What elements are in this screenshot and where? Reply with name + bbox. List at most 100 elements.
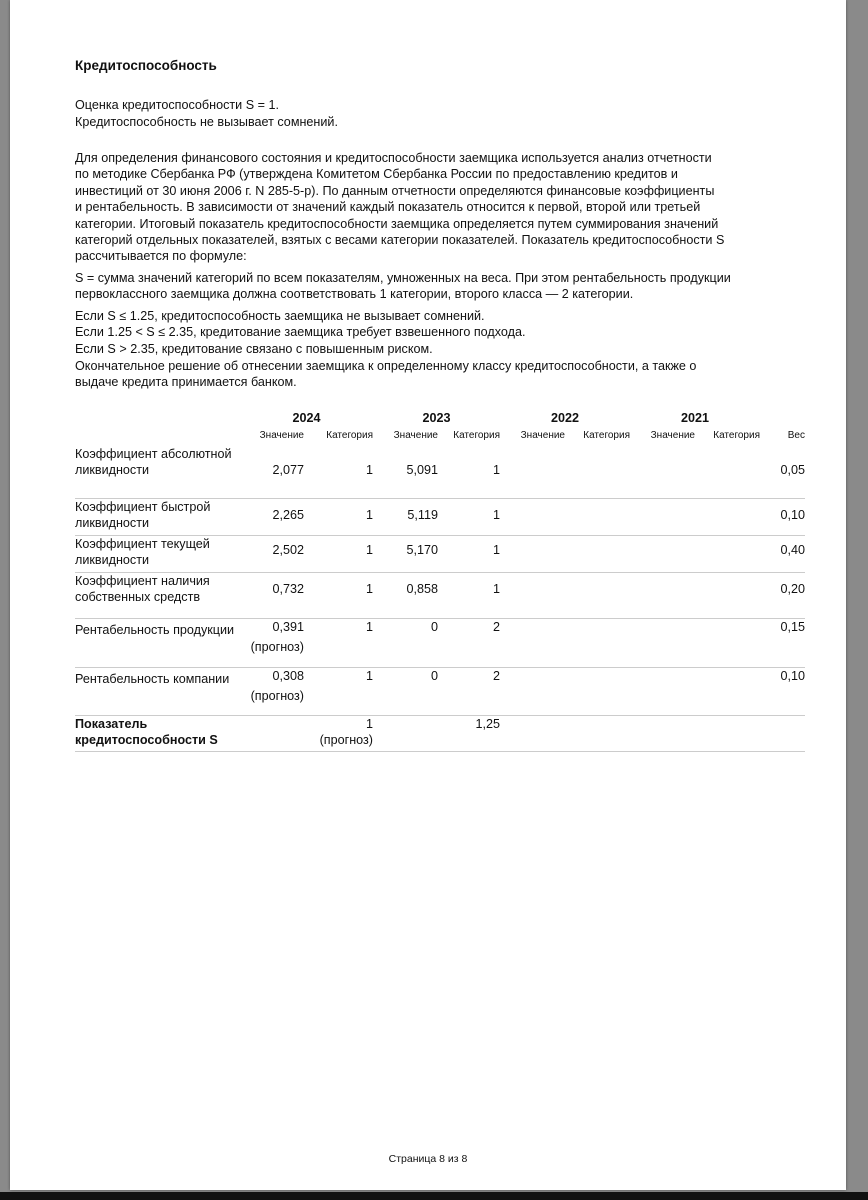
year-header: 2023 [422,411,451,425]
method-line: рассчитывается по формуле: [75,249,247,264]
cell-value: 1 [304,667,373,716]
row-label: Коэффициент абсолютной ликвидности [75,446,240,499]
column-header: Категория [713,430,760,441]
value: 0,858 [406,581,438,596]
summary-line: Оценка кредитоспособности S = 1. [75,98,279,112]
value: 0 [430,619,438,634]
value: 1 [365,668,373,683]
column-header: Значение [393,430,438,441]
cell-value: 0,40 [760,535,805,573]
cell-value: 1 [304,618,373,668]
cell-value: 1 [438,572,500,619]
value: 5,170 [406,542,438,557]
value: 0,10 [780,668,805,683]
cell-value [500,667,565,716]
cell-value: 1 [304,535,373,573]
cell-value [500,618,565,668]
cell-value: 0,391 (прогноз) [240,618,304,668]
total-label: Показатель кредитоспособности S [75,715,240,753]
cell-value [695,498,760,536]
cell-value: 0,10 [760,667,805,716]
cell-value: 2 [438,667,500,716]
formula-line: первоклассного заемщика должна соответст… [75,287,634,302]
value: 1 [365,542,373,557]
cell-value [630,618,695,668]
value: 1 [365,508,373,522]
table-row: Рентабельность компании 0,308 (прогноз) 1 0 2… [75,667,805,716]
cell-value: 1 [438,446,500,499]
value: 0,308 [272,668,304,683]
column-header: Значение [650,430,695,441]
total-value-2023: 1,25 [438,715,500,753]
cell-value [695,667,760,716]
cell-value [500,446,565,499]
cell-value [695,572,760,619]
method-line: инвестиций от 30 июня 2006 г. N 285-5-р)… [75,183,715,198]
rule-line: Если S ≤ 1.25, кредитоспособность заемщи… [75,309,485,323]
cell-value: 1 [438,498,500,536]
cell-value: 0,05 [760,446,805,499]
cell-value: 1 [438,535,500,573]
method-line: категорий отдельных показателей, взятых … [75,233,725,247]
decision-line: Окончательное решение об отнесении заемщ… [75,359,697,373]
value: 0 [430,668,438,683]
value: 1 [492,581,500,596]
value: 2,502 [272,542,304,557]
cell-value [695,618,760,668]
cell-value: 0,10 [760,498,805,536]
cell-value: 5,170 [373,535,438,573]
cell-value [500,535,565,573]
column-header: Категория [453,430,500,441]
method-line: и рентабельность. В зависимости от значе… [75,200,701,215]
cell-value: 0,15 [760,618,805,668]
cell-value [565,667,630,716]
cell-value: 0,732 [240,572,304,619]
cell-value: 1 [304,446,373,499]
cell-value: 2,077 [240,446,304,499]
value: 1 [492,463,500,477]
rule-line: Если 1.25 < S ≤ 2.35, кредитование заемщ… [75,325,526,340]
row-label: Рентабельность компании [75,667,240,716]
cell-value: 0,20 [760,572,805,619]
value: 0,40 [780,542,805,557]
cell-value [630,498,695,536]
cell-value: 2,502 [240,535,304,573]
value: 1 [365,581,373,596]
value: 0,15 [780,619,805,634]
section-title: Кредитоспособность [75,58,217,73]
column-header: Значение [520,430,565,441]
cell-value: 5,091 [373,446,438,499]
column-header: Значение [259,430,304,441]
document-page: Кредитоспособность Оценка кредитоспособн… [10,0,846,1190]
cell-value [565,618,630,668]
cell-value: 2,265 [240,498,304,536]
table-row: Коэффициент абсолютной ликвидности 2,077 1… [75,446,805,499]
forecast-note: (прогноз) [250,689,304,704]
cell-value [565,498,630,536]
row-label: Коэффициент наличия собственных средств [75,572,240,619]
value: 5,119 [407,508,438,522]
value: 0,05 [780,463,805,477]
year-header: 2024 [292,411,321,425]
cell-value [695,446,760,499]
method-line: по методике Сбербанка РФ (утверждена Ком… [75,167,678,182]
table-row: Коэффициент наличия собственных средств 0… [75,572,805,619]
year-header: 2022 [550,411,580,425]
table-row: Рентабельность продукции 0,391 (прогноз) 1 0… [75,618,805,668]
cell-value: 0 [373,667,438,716]
value: 2,265 [272,508,304,522]
table-row: Коэффициент текущей ликвидности 2,502 1 5,1… [75,535,805,573]
cell-value [630,446,695,499]
total-value-2024: 1 [365,716,373,731]
cell-value [630,667,695,716]
value: 1 [492,508,500,522]
summary-line: Кредитоспособность не вызывает сомнений. [75,115,338,129]
value: 1 [365,619,373,634]
row-label: Рентабельность продукции [75,618,240,668]
rule-line: Если S > 2.35, кредитование связано с по… [75,341,433,356]
row-label: Коэффициент быстрой ликвидности [75,498,240,536]
value: 0,20 [780,581,805,596]
cell-value: 2 [438,618,500,668]
decision-line: выдаче кредита принимается банком. [75,375,297,390]
cell-value: 0,308 (прогноз) [240,667,304,716]
